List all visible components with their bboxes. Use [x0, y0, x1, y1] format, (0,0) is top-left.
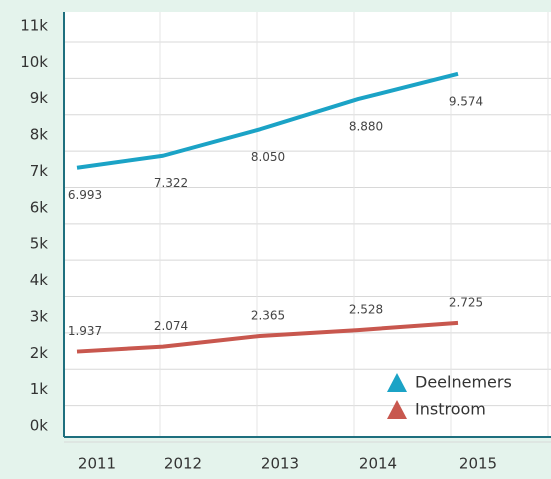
- y-tick-label: 7k: [30, 162, 49, 180]
- data-label: 2.365: [251, 309, 285, 323]
- y-tick-label: 10k: [20, 53, 48, 71]
- y-tick-label: 2k: [30, 344, 49, 362]
- y-tick-label: 8k: [30, 126, 49, 144]
- y-tick-label: 9k: [30, 89, 49, 107]
- x-tick-label: 2013: [261, 455, 299, 473]
- x-tick-label: 2014: [359, 455, 397, 473]
- legend-marker: [387, 400, 407, 419]
- data-label: 1.937: [68, 324, 102, 338]
- y-tick-label: 5k: [30, 235, 49, 253]
- legend-label: Instroom: [415, 400, 486, 419]
- y-tick-label: 11k: [20, 17, 48, 35]
- x-tick-label: 2012: [164, 455, 202, 473]
- y-tick-label: 0k: [30, 417, 49, 435]
- y-tick-label: 3k: [30, 307, 49, 325]
- series-line: [76, 71, 459, 170]
- data-label: 2.528: [349, 303, 383, 317]
- data-label: 8.050: [251, 150, 285, 164]
- data-label: 8.880: [349, 120, 383, 134]
- y-tick-label: 1k: [30, 380, 49, 398]
- legend-marker: [387, 373, 407, 392]
- x-tick-label: 2011: [78, 455, 116, 473]
- legend-label: Deelnemers: [415, 373, 512, 392]
- series-line: [76, 320, 459, 354]
- plot-area: [64, 12, 551, 437]
- data-label: 9.574: [449, 94, 483, 108]
- y-tick-label: 6k: [30, 198, 49, 216]
- data-label: 2.074: [154, 319, 188, 333]
- x-tick-label: 2015: [459, 455, 497, 473]
- data-label: 7.322: [154, 176, 188, 190]
- data-label: 6.993: [68, 188, 102, 202]
- data-label: 2.725: [449, 295, 483, 309]
- y-tick-label: 4k: [30, 271, 49, 289]
